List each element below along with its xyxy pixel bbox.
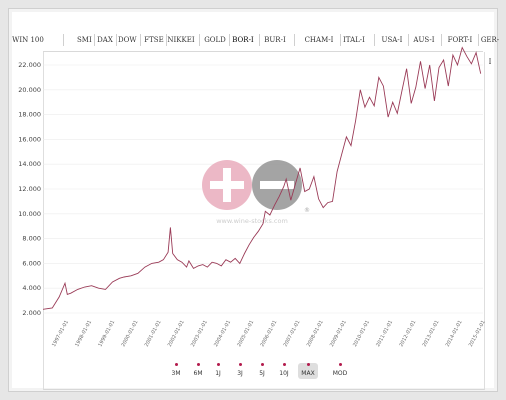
range-button-label: MOD xyxy=(332,370,348,377)
series-line xyxy=(42,46,482,310)
tab-aus-i[interactable]: AUS-I xyxy=(413,36,435,44)
x-tick-label: 2008-01-01 xyxy=(306,319,325,347)
y-tick-label: 6.000 xyxy=(22,259,41,267)
tab-separator xyxy=(166,34,167,46)
range-button-3j[interactable]: 3J xyxy=(232,363,248,379)
x-tick-label: 2012-01-01 xyxy=(398,319,417,347)
y-tick-label: 12.000 xyxy=(18,185,41,193)
tab-ital-i[interactable]: ITAL-I xyxy=(343,36,365,44)
range-button-6m[interactable]: 6M xyxy=(190,363,206,379)
tab-separator xyxy=(62,34,64,46)
range-button-label: 6M xyxy=(193,370,203,377)
tab-bor-i[interactable]: BOR-I xyxy=(232,36,254,44)
tab-bur-i[interactable]: BUR-I xyxy=(264,36,286,44)
grid-lines xyxy=(43,64,483,314)
range-button-max[interactable]: MAX xyxy=(298,363,318,379)
range-button-10j[interactable]: 10J xyxy=(275,363,293,379)
y-tick-label: 2.000 xyxy=(22,309,41,317)
tab-divider-line xyxy=(43,51,483,52)
x-tick-label: 2015-01-01 xyxy=(468,319,487,347)
x-tick-label: 1999-01-01 xyxy=(97,319,116,347)
watermark-logo: ® www.wine-stocks.com xyxy=(202,160,310,225)
y-tick-label: 18.000 xyxy=(18,111,41,119)
tab-separator xyxy=(139,34,141,46)
y-tick-label: 14.000 xyxy=(18,160,41,168)
logo-registered-mark: ® xyxy=(304,207,310,214)
tab-separator xyxy=(407,34,409,46)
logo-minus xyxy=(260,181,294,189)
tab-separator xyxy=(440,34,442,46)
range-marker-dot xyxy=(260,363,264,366)
tab-separator xyxy=(258,34,260,46)
tab-ftse[interactable]: FTSE xyxy=(144,36,164,44)
x-tick-label: 2013-01-01 xyxy=(422,319,441,347)
range-button-5j[interactable]: 5J xyxy=(254,363,270,379)
y-axis-labels: 2.000 4.000 6.000 8.000 10.000 12.000 14.000 16… xyxy=(18,61,41,317)
x-tick-label: 2002-01-01 xyxy=(167,319,186,347)
y-tick-label: 8.000 xyxy=(22,235,41,243)
index-tab-bar: WIN 100 SMI DAX DOW FTSE NIKKEI GOLD BOR-I BUR-I… xyxy=(9,29,500,66)
price-chart: ® www.wine-stocks.com 2.000 4.000 6.000 8.0… xyxy=(18,46,487,348)
range-button-label: MAX xyxy=(301,370,315,377)
x-tick-label: 2011-01-01 xyxy=(375,319,394,347)
range-button-mod[interactable]: MOD xyxy=(329,363,351,379)
chart-frame: WIN 100 SMI DAX DOW FTSE NIKKEI GOLD BOR-I BUR-I… xyxy=(8,8,500,392)
tab-separator xyxy=(199,34,200,46)
tab-nikkei[interactable]: NIKKEI xyxy=(167,36,195,44)
range-button-label: 5J xyxy=(259,370,265,377)
tab-separator xyxy=(374,34,375,46)
range-button-3m[interactable]: 3M xyxy=(168,363,184,379)
range-button-label: 1J xyxy=(215,370,221,377)
x-axis-labels: 1997-01-01 1998-01-01 1999-01-01 2000-01-01… xyxy=(51,319,487,347)
y-tick-label: 16.000 xyxy=(18,135,41,143)
y-tick-label: 20.000 xyxy=(18,86,41,94)
x-tick-label: 2005-01-01 xyxy=(236,319,255,347)
range-marker-dot xyxy=(174,363,178,366)
tab-usa-i[interactable]: USA-I xyxy=(381,36,403,44)
x-tick-label: 2007-01-01 xyxy=(283,319,302,347)
range-marker-dot xyxy=(306,363,310,366)
tab-cham-i[interactable]: CHAM-I xyxy=(304,36,334,44)
tab-ger-i[interactable]: GER-I xyxy=(480,36,500,66)
watermark-text: www.wine-stocks.com xyxy=(216,217,288,225)
range-button-1j[interactable]: 1J xyxy=(211,363,225,379)
y-tick-label: 4.000 xyxy=(22,284,41,292)
tab-win-100[interactable]: WIN 100 xyxy=(12,36,44,44)
x-tick-label: 2001-01-01 xyxy=(144,319,163,347)
tab-separator xyxy=(340,34,341,46)
logo-plus-vertical xyxy=(223,168,231,202)
tab-separator xyxy=(93,34,95,46)
x-tick-label: 1998-01-01 xyxy=(74,319,93,347)
range-marker-dot xyxy=(338,363,342,366)
x-tick-label: 2009-01-01 xyxy=(329,319,348,347)
range-marker-dot xyxy=(216,363,220,366)
x-tick-label: 2004-01-01 xyxy=(213,319,232,347)
range-marker-dot xyxy=(282,363,286,366)
tab-separator xyxy=(477,34,479,46)
y-tick-label: 10.000 xyxy=(18,210,41,218)
plot-area-border xyxy=(43,52,485,390)
range-button-label: 10J xyxy=(279,370,289,377)
x-tick-label: 2010-01-01 xyxy=(352,319,371,347)
range-marker-dot xyxy=(196,363,200,366)
tab-gold[interactable]: GOLD xyxy=(204,36,226,44)
tab-dow[interactable]: DOW xyxy=(118,36,137,44)
y-tick-label: 22.000 xyxy=(18,61,41,69)
tab-separator xyxy=(229,34,230,46)
range-marker-dot xyxy=(238,363,242,366)
x-tick-label: 2014-01-01 xyxy=(445,319,464,347)
range-button-label: 3M xyxy=(171,370,181,377)
x-tick-label: 2006-01-01 xyxy=(259,319,278,347)
tab-separator xyxy=(293,34,295,46)
tab-dax[interactable]: DAX xyxy=(97,36,113,44)
range-button-label: 3J xyxy=(237,370,243,377)
tab-fort-i[interactable]: FORT-I xyxy=(447,36,473,44)
tab-separator xyxy=(116,34,117,46)
tab-smi[interactable]: SMI xyxy=(77,36,92,44)
x-tick-label: 2003-01-01 xyxy=(190,319,209,347)
x-tick-label: 2000-01-01 xyxy=(121,319,140,347)
x-tick-label: 1997-01-01 xyxy=(51,319,70,347)
